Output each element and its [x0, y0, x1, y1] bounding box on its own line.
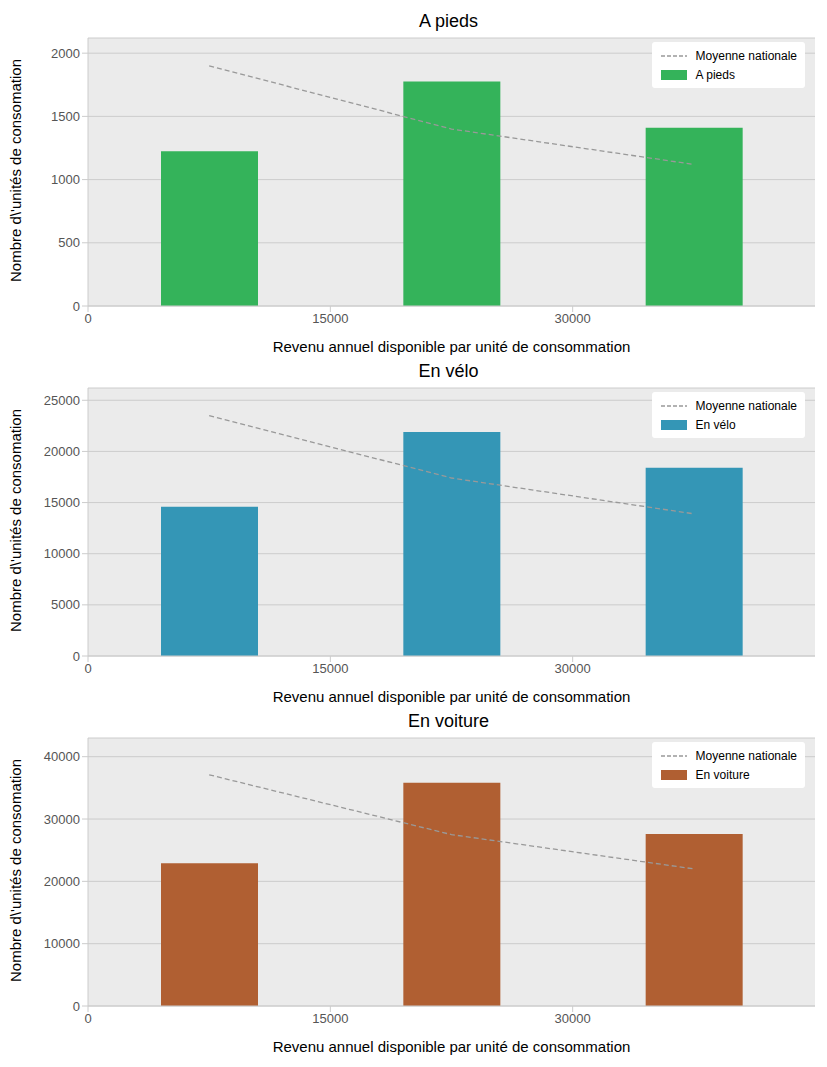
svg-text:2000: 2000 [51, 46, 80, 61]
svg-text:Revenu annuel disponible par u: Revenu annuel disponible par unité de co… [273, 338, 631, 355]
svg-text:40000: 40000 [44, 749, 80, 764]
svg-text:500: 500 [58, 235, 80, 250]
html-text:En voiture: En voiture [408, 711, 489, 731]
svg-text:15000: 15000 [312, 311, 348, 326]
html-text:Moyenne nationale: Moyenne nationale [695, 748, 797, 763]
svg-text:1500: 1500 [51, 109, 80, 124]
html-text:A pieds: A pieds [419, 11, 478, 31]
svg-text:25000: 25000 [44, 393, 80, 408]
html-text:Moyenne nationale: Moyenne nationale [695, 398, 797, 413]
svg-text:15000: 15000 [312, 661, 348, 676]
svg-text:0: 0 [73, 649, 80, 664]
svg-text:30000: 30000 [555, 1011, 591, 1026]
svg-text:Nombre d\'unités de consomatio: Nombre d\'unités de consomation [8, 759, 24, 982]
svg-text:0: 0 [84, 311, 91, 326]
html-text:En vélo: En vélo [418, 361, 479, 381]
svg-text:20000: 20000 [44, 444, 80, 459]
svg-text:10000: 10000 [44, 936, 80, 951]
svg-text:0: 0 [84, 1011, 91, 1026]
html-text:A pieds: A pieds [695, 67, 735, 82]
svg-text:Nombre d\'unités de consomatio: Nombre d\'unités de consomation [8, 59, 24, 282]
svg-text:30000: 30000 [44, 812, 80, 827]
svg-text:0: 0 [84, 661, 91, 676]
svg-text:1000: 1000 [51, 172, 80, 187]
svg-text:Revenu annuel disponible par u: Revenu annuel disponible par unité de co… [273, 1038, 631, 1055]
html-text:En vélo: En vélo [695, 417, 736, 432]
svg-text:0: 0 [73, 299, 80, 314]
svg-text:15000: 15000 [44, 495, 80, 510]
svg-text:Nombre d\'unités de consomatio: Nombre d\'unités de consomation [8, 409, 24, 632]
svg-text:5000: 5000 [51, 597, 80, 612]
svg-text:30000: 30000 [555, 311, 591, 326]
html-text:En voiture: En voiture [695, 767, 750, 782]
svg-text:Revenu annuel disponible par u: Revenu annuel disponible par unité de co… [273, 688, 631, 705]
svg-text:20000: 20000 [44, 874, 80, 889]
svg-text:15000: 15000 [312, 1011, 348, 1026]
svg-text:10000: 10000 [44, 546, 80, 561]
html-text:Moyenne nationale: Moyenne nationale [695, 48, 797, 63]
svg-text:0: 0 [73, 999, 80, 1014]
svg-text:30000: 30000 [555, 661, 591, 676]
